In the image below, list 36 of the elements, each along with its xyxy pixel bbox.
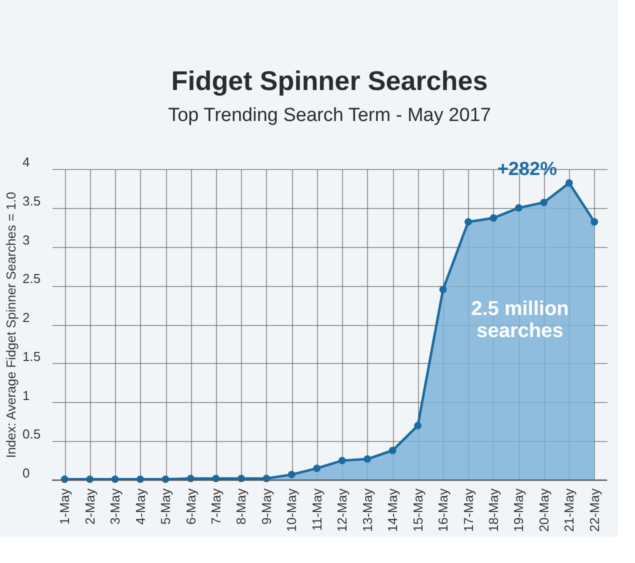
chart-title: Fidget Spinner Searches xyxy=(171,66,488,96)
x-tick-label: 3-May xyxy=(108,488,123,525)
x-tick-label: 4-May xyxy=(132,488,148,525)
annotation: +282% xyxy=(497,158,558,180)
x-tick-label: 15-May xyxy=(410,488,426,532)
x-tick-label: 6-May xyxy=(183,488,198,525)
annotation: 2.5 million searches xyxy=(471,298,569,342)
y-tick-label: 4 xyxy=(22,154,30,170)
y-tick-label: 3 xyxy=(22,232,30,248)
x-tick-label: 13-May xyxy=(360,488,375,532)
x-tick-label: 12-May xyxy=(334,488,350,532)
x-tick-label: 18-May xyxy=(486,488,501,532)
x-tick-label: 1-May xyxy=(57,488,72,525)
x-tick-label: 17-May xyxy=(460,488,476,532)
x-tick-label: 19-May xyxy=(511,488,526,532)
x-tick-label: 2-May xyxy=(82,488,98,525)
x-tick-label: 5-May xyxy=(158,488,174,525)
y-axis-title: Index: Average Fidget Spinner Searches = 1.0 xyxy=(4,192,18,458)
x-tick-label: 7-May xyxy=(208,488,224,525)
x-tick-label: 8-May xyxy=(234,488,249,525)
x-tick-label: 20-May xyxy=(536,488,552,532)
y-tick-label: 0.5 xyxy=(22,426,41,442)
y-tick-label: 3.5 xyxy=(22,193,41,208)
y-tick-label: 2 xyxy=(22,310,30,325)
x-tick-label: 22-May xyxy=(586,488,602,532)
y-tick-label: 0 xyxy=(22,466,30,480)
x-tick-label: 21-May xyxy=(562,488,577,532)
x-tick-label: 10-May xyxy=(284,488,300,532)
y-tick-label: 1.5 xyxy=(22,348,41,364)
x-tick-label: 14-May xyxy=(385,488,400,532)
y-tick-label: 1 xyxy=(22,388,30,403)
chart-subtitle: Top Trending Search Term - May 2017 xyxy=(168,105,491,126)
x-tick-label: 16-May xyxy=(436,488,451,532)
y-tick-label: 2.5 xyxy=(22,271,41,286)
x-tick-label: 11-May xyxy=(309,488,324,531)
x-tick-label: 9-May xyxy=(258,488,274,525)
